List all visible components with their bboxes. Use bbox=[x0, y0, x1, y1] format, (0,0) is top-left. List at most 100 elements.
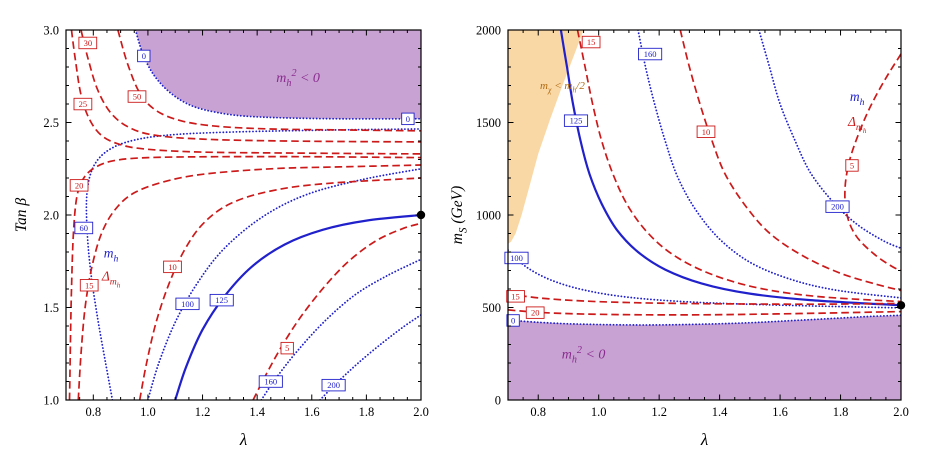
y-tick-label: 500 bbox=[482, 301, 501, 315]
contour-value-box bbox=[506, 290, 525, 303]
contour-value-label: 60 bbox=[80, 223, 89, 233]
contour-value-label: 5 bbox=[850, 160, 854, 170]
x-tick-label: 1.6 bbox=[772, 405, 788, 419]
contour-value-box bbox=[175, 297, 200, 311]
contour-value-box bbox=[321, 378, 346, 392]
y-tick-label: 2.5 bbox=[43, 116, 59, 130]
y-tick-label: 1000 bbox=[476, 209, 501, 223]
x-tick-label: 1.8 bbox=[833, 405, 849, 419]
x-tick-label: 1.8 bbox=[359, 405, 375, 419]
y-axis-title: mS (GeV) bbox=[449, 186, 470, 245]
y-tick-label: 1.5 bbox=[43, 301, 59, 315]
x-tick-label: 1.2 bbox=[195, 405, 211, 419]
contour-value-box bbox=[78, 36, 98, 50]
y-tick-label: 2.0 bbox=[43, 209, 59, 223]
contour-delta-10 bbox=[138, 177, 421, 400]
y-axis-title: Tan β bbox=[13, 198, 30, 233]
legend-delta-mh: Δmh bbox=[101, 269, 121, 290]
contour-value-box bbox=[280, 341, 294, 355]
x-tick-label: 1.2 bbox=[651, 405, 667, 419]
contour-value-box bbox=[696, 125, 716, 138]
region-label-mh2-negative: mh2 < 0 bbox=[562, 345, 606, 366]
contour-value-label: 15 bbox=[587, 37, 596, 47]
region-mh2-negative bbox=[135, 30, 421, 119]
contour-delta-25 bbox=[70, 30, 421, 155]
contour-value-label: 20 bbox=[75, 180, 84, 190]
x-axis-title: λ bbox=[700, 430, 708, 449]
contour-value-box bbox=[525, 306, 545, 319]
y-tick-label: 1500 bbox=[476, 116, 501, 130]
x-tick-label: 0.8 bbox=[85, 405, 101, 419]
x-axis-title: λ bbox=[239, 430, 247, 449]
contour-mh-200 bbox=[758, 30, 901, 250]
contour-value-label: 5 bbox=[285, 343, 289, 353]
x-tick-label: 1.0 bbox=[591, 405, 607, 419]
axis-ticks bbox=[507, 29, 902, 401]
contour-mh-100 bbox=[508, 249, 901, 309]
contour-delta-15 bbox=[576, 30, 901, 303]
contour-value-box bbox=[401, 112, 415, 126]
contour-value-box bbox=[74, 221, 94, 235]
contour-value-label: 125 bbox=[215, 295, 228, 305]
contour-value-label: 160 bbox=[264, 377, 277, 387]
x-tick-label: 1.4 bbox=[249, 405, 265, 419]
contour-value-label: 100 bbox=[181, 299, 194, 309]
contour-value-label: 50 bbox=[133, 92, 142, 102]
region-mh2-negative bbox=[508, 315, 901, 400]
x-tick-label: 1.0 bbox=[140, 405, 156, 419]
contour-delta-5 bbox=[252, 222, 421, 400]
contour-delta-30 bbox=[80, 30, 421, 143]
x-tick-label: 1.4 bbox=[712, 405, 728, 419]
contour-value-label: 25 bbox=[79, 99, 88, 109]
contour-delta-50 bbox=[117, 30, 421, 132]
contour-value-box bbox=[163, 260, 182, 274]
contour-delta-15 bbox=[508, 292, 901, 306]
y-tick-label: 0 bbox=[495, 394, 501, 408]
contour-value-label: 0 bbox=[406, 114, 410, 124]
contour-mh-160 bbox=[637, 30, 901, 299]
x-tick-label: 1.6 bbox=[304, 405, 320, 419]
contour-delta-20 bbox=[508, 309, 901, 316]
contour-mh-60 bbox=[85, 128, 421, 400]
contour-value-label: 30 bbox=[84, 38, 93, 48]
axis-ticks bbox=[65, 29, 422, 401]
contour-delta-5 bbox=[844, 53, 901, 272]
contour-value-box bbox=[209, 293, 234, 307]
contour-value-box bbox=[845, 159, 859, 172]
contour-value-label: 15 bbox=[85, 280, 94, 290]
contour-mh-200 bbox=[319, 314, 421, 400]
contour-value-box bbox=[506, 314, 520, 327]
contour-delta-10 bbox=[679, 30, 901, 292]
contour-value-box bbox=[137, 49, 151, 63]
contour-value-label: 20 bbox=[531, 308, 540, 318]
contour-value-box bbox=[504, 251, 529, 265]
contour-value-label: 15 bbox=[511, 291, 520, 301]
contour-delta-20 bbox=[68, 155, 421, 400]
y-tick-label: 2000 bbox=[476, 24, 501, 38]
chart-ms-vs-lambda: 0 100 125 160 200 15 10 5 15 20 mχ < mh/2 mh2 < 0 mh… bbox=[449, 24, 909, 450]
x-tick-label: 2.0 bbox=[893, 405, 909, 419]
region-mchi-lt-mh-half bbox=[508, 30, 584, 244]
contour-mh-100 bbox=[147, 167, 421, 400]
contour-value-box bbox=[581, 35, 601, 49]
contour-value-box bbox=[563, 114, 589, 127]
legend-delta-mh: Δmh bbox=[847, 114, 867, 135]
contour-value-box bbox=[79, 279, 99, 292]
contour-value-label: 100 bbox=[510, 253, 523, 263]
contour-mh-125 bbox=[174, 213, 421, 400]
contour-mh-125 bbox=[559, 30, 901, 307]
contour-value-label: 160 bbox=[644, 49, 657, 59]
contour-value-box bbox=[258, 375, 283, 388]
contour-value-label: 125 bbox=[570, 116, 583, 126]
x-tick-label: 0.8 bbox=[530, 405, 546, 419]
region-label-mchi-lt-mh-half: mχ < mh/2 bbox=[540, 80, 585, 94]
contour-value-label: 10 bbox=[168, 262, 177, 272]
contour-delta-15 bbox=[77, 164, 421, 400]
contour-value-box bbox=[638, 47, 663, 61]
chart-tanbeta-vs-lambda: 0 0 60 100 125 160 200 50 30 25 20 15 10 5 mh2 < 0 mh Δm… bbox=[13, 24, 429, 450]
y-tick-label: 3.0 bbox=[43, 24, 59, 38]
contour-value-box bbox=[73, 97, 93, 111]
legend-mh: mh bbox=[104, 246, 119, 265]
